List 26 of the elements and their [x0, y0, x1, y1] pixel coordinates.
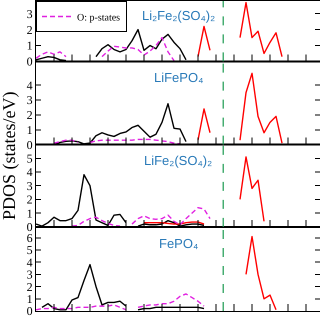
y-tick-label: 1: [26, 292, 33, 306]
y-tick-label: 3: [26, 6, 33, 21]
text: Li₂Fe₂(SO₄)₂: [142, 8, 216, 23]
y-tick-label: 2: [26, 280, 33, 294]
text: FePO₄: [159, 236, 198, 251]
y-tick-label: 2: [26, 22, 33, 37]
y-tick-label: 5: [26, 152, 33, 166]
text: LiFePO₄: [154, 70, 204, 85]
y-tick-label: 4: [26, 78, 33, 92]
y-tick-label: 4: [26, 255, 33, 270]
legend-label: O: p-states: [77, 12, 120, 24]
y-tick-label: 3: [26, 93, 33, 108]
y-tick-label: 1: [26, 38, 33, 53]
y-tick-label: 2: [26, 192, 33, 207]
y-tick-label: 5: [26, 243, 33, 258]
y-tick-label: 1: [26, 122, 33, 137]
y-tick-label: 0: [26, 304, 33, 318]
y-tick-label: 0: [26, 54, 33, 69]
text: LiFe₂(SO₄)₂: [144, 153, 212, 168]
y-tick-label: 2: [26, 108, 33, 122]
y-tick-label: 4: [26, 165, 33, 180]
y-tick-label: 3: [26, 178, 33, 193]
y-tick-label: 1: [26, 206, 33, 220]
y-tick-label: 0: [26, 138, 33, 152]
y-axis-title: PDOS (states/eV): [0, 92, 19, 220]
y-tick-label: 3: [26, 268, 33, 282]
